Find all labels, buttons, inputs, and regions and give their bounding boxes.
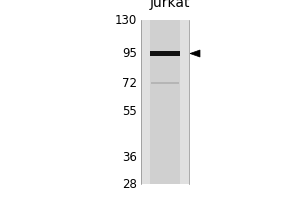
Bar (141, 20, 189, 184)
Bar (151, 82, 179, 84)
Text: Jurkat: Jurkat (150, 0, 190, 10)
Text: 95: 95 (122, 47, 137, 60)
Text: 55: 55 (122, 105, 137, 118)
Text: 36: 36 (122, 151, 137, 164)
Bar (150, 51, 180, 56)
Text: 72: 72 (122, 77, 137, 90)
Bar (150, 20, 180, 184)
Polygon shape (190, 50, 200, 57)
Text: 130: 130 (115, 14, 137, 26)
Text: 28: 28 (122, 178, 137, 190)
